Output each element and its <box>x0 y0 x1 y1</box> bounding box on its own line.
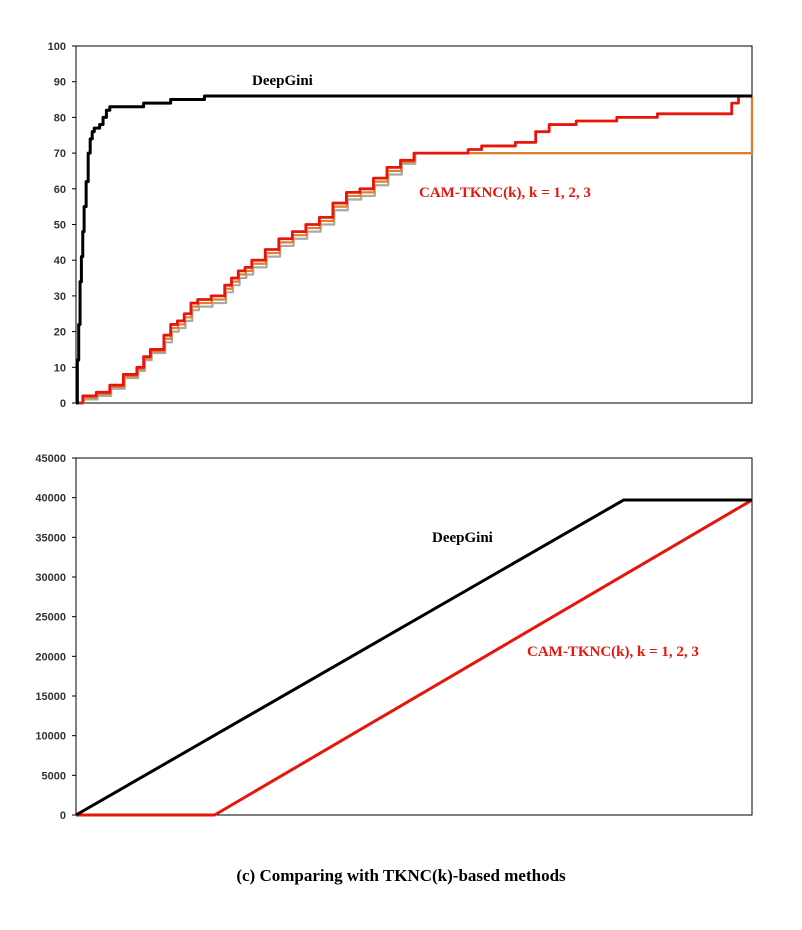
y-tick-label: 0 <box>60 398 66 410</box>
bottom-chart-panel: 0 5000 10000 15000 20000 25000 30000 35000 40000… <box>35 453 753 822</box>
series-line-cam-tknc-3 <box>76 95 754 405</box>
annotation-deepgini: DeepGini <box>432 530 493 546</box>
series-line-cam-tknc-2 <box>76 95 754 405</box>
y-tick-label: 40 <box>54 255 66 267</box>
y-tick-label: 90 <box>54 77 66 89</box>
y-tick-label: 20 <box>54 327 66 339</box>
y-tick-label: 50 <box>54 220 66 232</box>
y-tick-label: 10 <box>54 362 66 374</box>
series-line-cam-tknc-1 <box>76 94 752 405</box>
series-line-cam-tknc-k <box>76 498 753 817</box>
y-tick-label: 70 <box>54 148 66 160</box>
series-line-deepgini <box>75 94 752 405</box>
y-tick-label: 0 <box>60 810 66 822</box>
y-tick-label: 10000 <box>35 731 66 743</box>
y-tick-label: 30000 <box>35 572 66 584</box>
y-tick-label: 45000 <box>35 453 66 465</box>
y-tick-label: 5000 <box>42 770 66 782</box>
y-tick-label: 30 <box>54 291 66 303</box>
y-tick-label: 80 <box>54 112 66 124</box>
y-tick-label: 100 <box>48 41 66 53</box>
annotation-deepgini: DeepGini <box>252 73 313 89</box>
y-tick-label: 60 <box>54 184 66 196</box>
y-tick-label: 35000 <box>35 532 66 544</box>
annotation-cam-tknc: CAM-TKNC(k), k = 1, 2, 3 <box>527 644 699 660</box>
series-line-deepgini <box>75 498 752 817</box>
annotation-cam-tknc: CAM-TKNC(k), k = 1, 2, 3 <box>419 185 591 201</box>
figure-caption: (c) Comparing with TKNC(k)-based methods <box>236 866 566 885</box>
y-tick-label: 20000 <box>35 651 66 663</box>
y-tick-label: 25000 <box>35 612 66 624</box>
y-tick-label: 40000 <box>35 493 66 505</box>
y-tick-label: 15000 <box>35 691 66 703</box>
top-chart-panel: 0 10 20 30 40 50 60 70 80 90 100 DeepGini CAM-TKNC(k… <box>48 41 754 410</box>
plot-area-frame <box>75 457 753 816</box>
